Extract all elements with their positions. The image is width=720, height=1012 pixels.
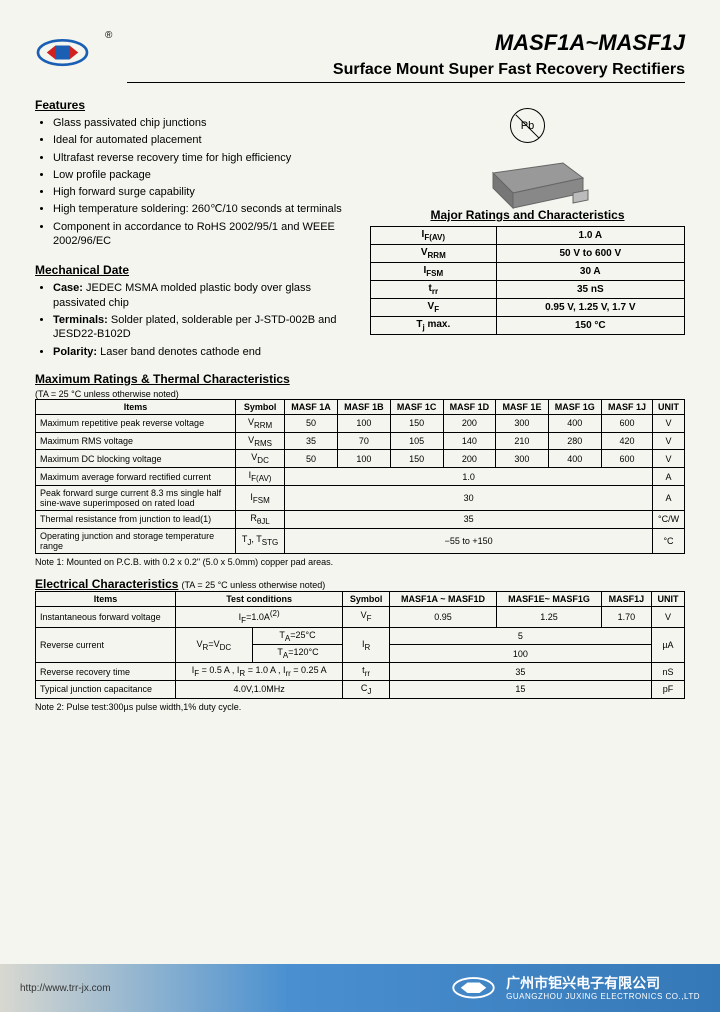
electrical-note-bottom: Note 2: Pulse test:300µs pulse width,1% … [35, 702, 685, 712]
footer-logo [451, 975, 496, 1000]
major-ratings-table: IF(AV)1.0 A VRRM50 V to 600 V IFSM30 A t… [370, 226, 685, 335]
registered-mark: ® [105, 30, 112, 41]
feature-item: High temperature soldering: 260℃/10 seco… [53, 202, 350, 216]
max-ratings-note-bottom: Note 1: Mounted on P.C.B. with 0.2 x 0.2… [35, 557, 685, 567]
features-title: Features [35, 98, 350, 112]
subtitle: Surface Mount Super Fast Recovery Rectif… [127, 61, 685, 83]
package-image: Pb [370, 108, 685, 208]
company-logo [35, 35, 90, 70]
mechanical-list: Case: JEDEC MSMA molded plastic body ove… [35, 281, 350, 358]
footer-url: http://www.trr-jx.com [20, 983, 111, 994]
footer-company-cn: 广州市钜兴电子有限公司 [506, 975, 700, 992]
footer: http://www.trr-jx.com 广州市钜兴电子有限公司 GUANGZ… [0, 964, 720, 1012]
max-ratings-title: Maximum Ratings & Thermal Characteristic… [35, 372, 290, 386]
footer-company-en: GUANGZHOU JUXING ELECTRONICS CO.,LTD [506, 992, 700, 1002]
feature-item: Component in accordance to RoHS 2002/95/… [53, 220, 350, 249]
header: ® MASF1A~MASF1J Surface Mount Super Fast… [35, 30, 685, 83]
electrical-note-inline: (TA = 25 °C unless otherwise noted) [181, 580, 325, 590]
feature-item: Ideal for automated placement [53, 133, 350, 147]
product-code: MASF1A~MASF1J [127, 30, 685, 56]
features-list: Glass passivated chip junctions Ideal fo… [35, 116, 350, 248]
chip-3d-image [370, 158, 685, 221]
feature-item: High forward surge capability [53, 185, 350, 199]
max-ratings-note-top: (TA = 25 °C unless otherwise noted) [35, 389, 685, 399]
electrical-title: Electrical Characteristics [35, 577, 178, 591]
feature-item: Ultrafast reverse recovery time for high… [53, 151, 350, 165]
feature-item: Low profile package [53, 168, 350, 182]
mech-item: Terminals: Solder plated, solderable per… [53, 313, 350, 342]
mech-item: Case: JEDEC MSMA molded plastic body ove… [53, 281, 350, 310]
mechanical-title: Mechanical Date [35, 263, 350, 277]
mech-item: Polarity: Laser band denotes cathode end [53, 345, 350, 359]
electrical-table: Items Test conditions Symbol MASF1A ~ MA… [35, 591, 685, 699]
max-ratings-table: Items Symbol MASF 1A MASF 1B MASF 1C MAS… [35, 399, 685, 554]
feature-item: Glass passivated chip junctions [53, 116, 350, 130]
lead-free-icon: Pb [510, 108, 545, 143]
